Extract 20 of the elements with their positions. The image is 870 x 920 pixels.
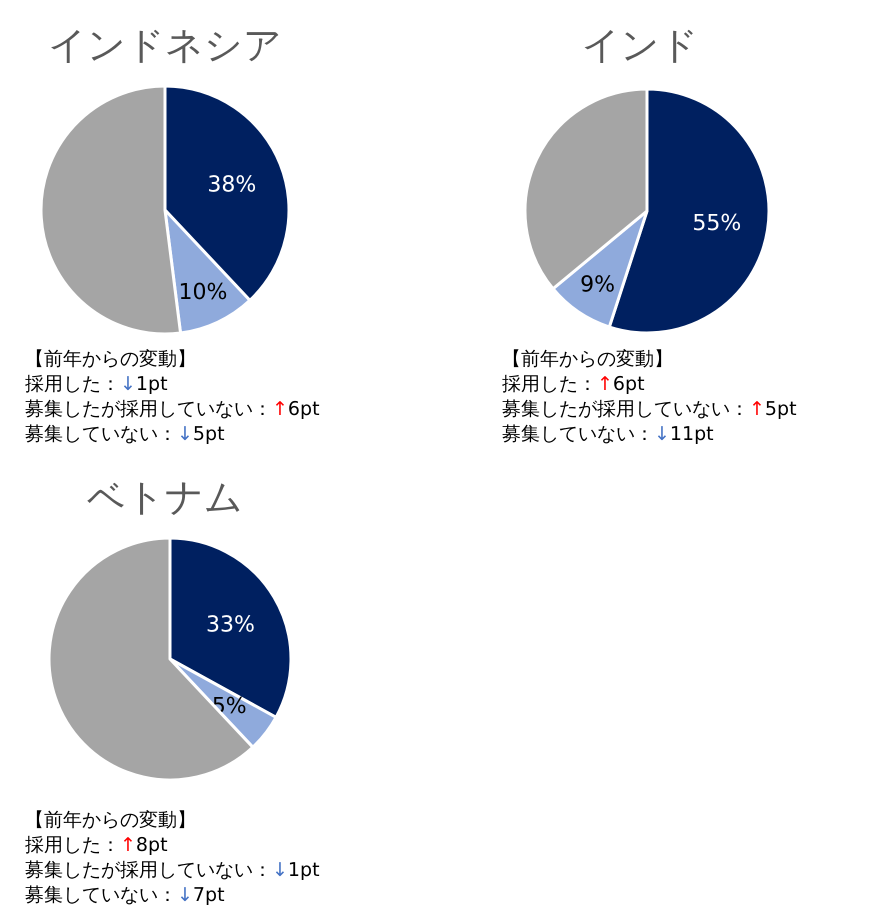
text: 採用した：↑6pt	[502, 373, 645, 395]
text: 募集したが採用していない：↑6pt	[25, 398, 320, 420]
chart-title: インドネシア	[48, 23, 282, 67]
data-label: 55%	[692, 211, 742, 236]
data-label: 38%	[207, 172, 256, 198]
data-label: 33%	[206, 612, 255, 638]
text: 募集していない：↓7pt	[25, 884, 225, 906]
text: 募集したが採用していない：↓1pt	[25, 859, 320, 881]
chart-title: インド	[582, 23, 698, 67]
text: 募集したが採用していない：↑5pt	[502, 398, 797, 420]
text: 【前年からの変動】	[25, 348, 196, 370]
text: 【前年からの変動】	[25, 809, 196, 831]
data-label: 9%	[580, 272, 616, 298]
data-label: 10%	[178, 280, 228, 305]
text: 募集していない：↓5pt	[25, 423, 225, 445]
text: 募集していない：↓11pt	[502, 423, 714, 445]
text: 採用した：↑8pt	[25, 834, 168, 856]
text: 採用した：↓1pt	[25, 373, 168, 395]
chart-title: ベトナム	[87, 475, 243, 519]
text: 【前年からの変動】	[502, 348, 673, 370]
